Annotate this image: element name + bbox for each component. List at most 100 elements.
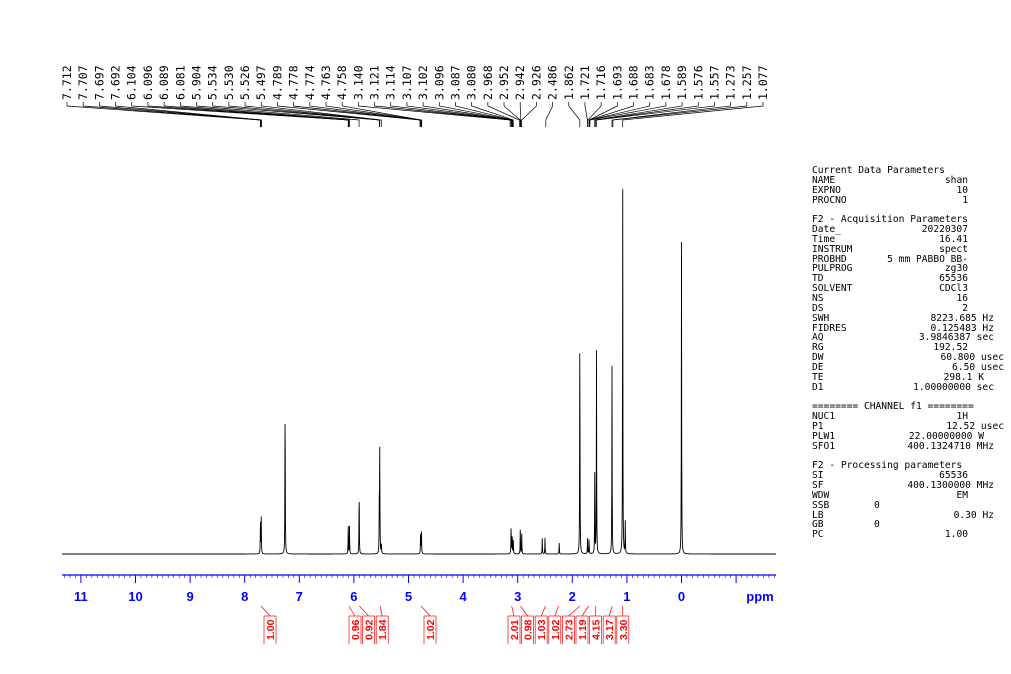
peak-label: 2.486	[546, 65, 560, 100]
param-row: P1 12.52 usec	[812, 422, 1008, 432]
integral-value: 4.15	[591, 619, 603, 640]
peak-label: 4.774	[303, 65, 317, 100]
peak-leader	[277, 102, 421, 127]
peak-label: 2.952	[497, 65, 511, 100]
peak-label: 3.102	[416, 65, 430, 100]
peak-leader	[519, 102, 522, 127]
param-value: 2	[962, 302, 968, 314]
param-label: GB	[812, 519, 824, 531]
peak-label: 3.114	[384, 65, 398, 100]
integral-connector	[359, 605, 369, 617]
param-row: DW 60.800 usec	[812, 353, 1008, 363]
integral-value: 1.00	[265, 619, 277, 640]
peak-leader	[521, 102, 537, 127]
param-label: PC	[812, 529, 824, 541]
param-value: 16	[956, 292, 968, 304]
peak-leader	[341, 102, 423, 127]
peak-label: 3.121	[368, 65, 382, 100]
peak-leader	[568, 102, 581, 127]
param-row: TD 65536	[812, 274, 1008, 284]
param-row: NS 16	[812, 294, 1008, 304]
peak-label: 5.530	[222, 65, 236, 100]
integral-value: 0.96	[350, 619, 362, 640]
param-row: PC 1.00	[812, 530, 1008, 540]
integral-value: 1.02	[425, 619, 437, 640]
param-label: DS	[812, 302, 824, 314]
param-value: 400.1324710 MHz	[907, 440, 994, 452]
peak-leader	[309, 102, 422, 127]
peak-leader	[487, 102, 520, 127]
peak-leader	[260, 102, 382, 127]
peak-label: 1.721	[578, 65, 592, 100]
acquisition-params-list: Date_ 20220307 Time 16.41 INSTRUM spect PROBHD…	[812, 225, 1008, 392]
param-value: 5 mm PABBO BB-	[887, 253, 968, 265]
channel-params-list: NUC1 1H P1 12.52 usec PLW1 22.00000000 W SFO1 4…	[812, 412, 1008, 451]
peak-label: 1.576	[691, 65, 705, 100]
peak-leader	[82, 102, 262, 127]
param-label: PULPROG	[812, 263, 853, 275]
param-row: DS 2	[812, 302, 1008, 314]
integrals-group: 1.00 0.96 0.92 1.84 1.02 2.01 0.98 1.03 1.02 2.73…	[260, 605, 630, 644]
param-row: PROCNO 1	[812, 195, 1008, 206]
integral-connector	[540, 605, 546, 617]
peak-leader	[471, 102, 514, 127]
spectrum-trace-group	[62, 188, 776, 555]
peak-label: 3.087	[448, 65, 462, 100]
integral-value: 2.73	[563, 619, 575, 640]
param-label: NS	[812, 292, 824, 304]
peak-leader	[595, 102, 699, 127]
peak-label: 6.081	[173, 65, 187, 100]
peak-label: 5.904	[189, 65, 203, 100]
param-row: WDW EM	[812, 489, 1008, 501]
param-label: SSB	[812, 499, 830, 511]
peak-label: 1.693	[610, 65, 624, 100]
param-label: Time	[812, 233, 836, 245]
peak-label: 4.789	[270, 65, 284, 100]
param-label: LB	[812, 509, 824, 521]
peak-label: 4.763	[319, 65, 333, 100]
peak-label: 1.257	[740, 65, 754, 100]
peak-leader	[179, 102, 350, 127]
param-label: WDW	[812, 489, 830, 501]
param-row: PLW1 22.00000000 W	[812, 431, 1008, 442]
peak-leader	[545, 102, 553, 127]
x-tick-label: 7	[296, 589, 303, 604]
param-row: D1 1.00000000 sec	[812, 381, 1008, 393]
integral-connector	[568, 605, 581, 617]
integral-value: 1.02	[550, 619, 562, 640]
param-label: SWH	[812, 312, 830, 324]
param-row: SF 400.1300000 MHz	[812, 481, 1008, 491]
peak-label: 7.712	[60, 65, 74, 100]
param-label: NUC1	[812, 411, 836, 423]
param-value: 298.1 K	[943, 371, 984, 383]
param-value: 0.30 Hz	[953, 509, 994, 521]
integral-connector	[520, 605, 528, 617]
param-row: Date_ 20220307	[812, 225, 1008, 235]
integral-connector	[581, 605, 589, 617]
param-label: TD	[812, 273, 824, 285]
peak-label: 1.077	[756, 65, 770, 100]
param-value: 10	[956, 184, 968, 196]
param-row: EXPNO 10	[812, 184, 1008, 196]
x-axis-label: ppm	[746, 589, 773, 604]
peak-leader	[503, 102, 521, 127]
x-tick-label: 4	[459, 589, 467, 604]
peak-label: 1.273	[724, 65, 738, 100]
peak-label: 7.707	[76, 65, 90, 100]
param-row: SWH 8223.685 Hz	[812, 312, 1008, 324]
ppm-axis: 11 10 9 8 7 6 5 4 3 2 1 0 ppm	[62, 574, 776, 604]
param-label: Date_	[812, 224, 841, 236]
peak-leader	[228, 102, 380, 127]
param-label: PROBHD	[812, 253, 847, 265]
integral-value: 0.98	[523, 619, 535, 640]
integral-connector	[554, 605, 559, 617]
peak-leader	[374, 102, 512, 127]
current-params-title: Current Data Parameters	[812, 165, 945, 176]
peak-leader-lines	[66, 102, 764, 127]
param-label: P1	[812, 420, 824, 432]
x-tick-label: 11	[74, 589, 88, 604]
param-value: 1.00000000 sec	[913, 381, 994, 393]
param-label: SF	[812, 480, 824, 491]
peak-leader	[589, 102, 667, 127]
peak-leader	[611, 102, 731, 127]
